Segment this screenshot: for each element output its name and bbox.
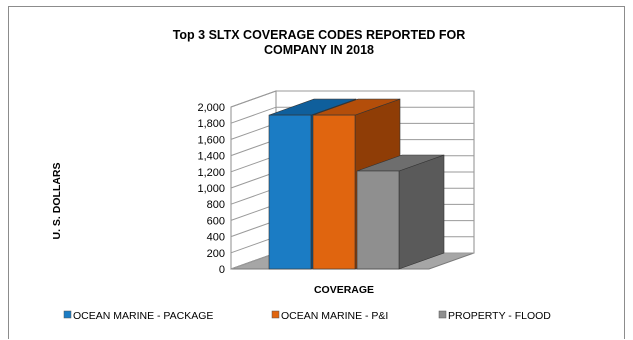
chart-title-line-2: COMPANY IN 2018 bbox=[264, 43, 374, 57]
y-axis-title: U. S. DOLLARS bbox=[51, 162, 63, 239]
y-tick-label: 1,800 bbox=[197, 118, 225, 130]
legend-swatch bbox=[438, 310, 447, 319]
y-tick-label: 1,000 bbox=[197, 183, 225, 195]
legend-swatch bbox=[63, 310, 72, 319]
bar-side bbox=[398, 154, 445, 270]
y-tick-label: 1,600 bbox=[197, 134, 225, 146]
chart-title-line-1: Top 3 SLTX COVERAGE CODES REPORTED FOR bbox=[173, 28, 466, 42]
legend-label: OCEAN MARINE - P&I bbox=[281, 310, 388, 322]
bar-3 bbox=[356, 154, 445, 270]
y-tick-label: 600 bbox=[207, 215, 225, 227]
bar-front bbox=[312, 114, 356, 270]
bars bbox=[268, 98, 445, 270]
bar-front bbox=[268, 114, 312, 270]
y-tick-label: 0 bbox=[219, 264, 225, 276]
bar-front bbox=[356, 170, 400, 270]
y-tick-label: 2,000 bbox=[197, 102, 225, 114]
y-tick-label: 400 bbox=[207, 232, 225, 244]
y-tick-label: 800 bbox=[207, 199, 225, 211]
legend: OCEAN MARINE - PACKAGE OCEAN MARINE - P&I… bbox=[63, 310, 551, 322]
legend-swatch bbox=[271, 310, 280, 319]
gridline bbox=[230, 106, 474, 124]
y-tick-label: 1,200 bbox=[197, 167, 225, 179]
legend-label: OCEAN MARINE - PACKAGE bbox=[73, 310, 213, 322]
legend-label: PROPERTY - FLOOD bbox=[448, 310, 551, 322]
chart-svg: Top 3 SLTX COVERAGE CODES REPORTED FOR C… bbox=[51, 28, 551, 322]
y-tick-label: 1,400 bbox=[197, 151, 225, 163]
gridline bbox=[230, 90, 474, 108]
chart-frame: Top 3 SLTX COVERAGE CODES REPORTED FOR C… bbox=[8, 6, 625, 339]
y-axis-ticks: 0 200 400 600 800 1,000 1,200 1,400 1,600 1,800 2,… bbox=[197, 102, 225, 276]
x-axis-title: COVERAGE bbox=[314, 284, 374, 296]
y-tick-label: 200 bbox=[207, 248, 225, 260]
